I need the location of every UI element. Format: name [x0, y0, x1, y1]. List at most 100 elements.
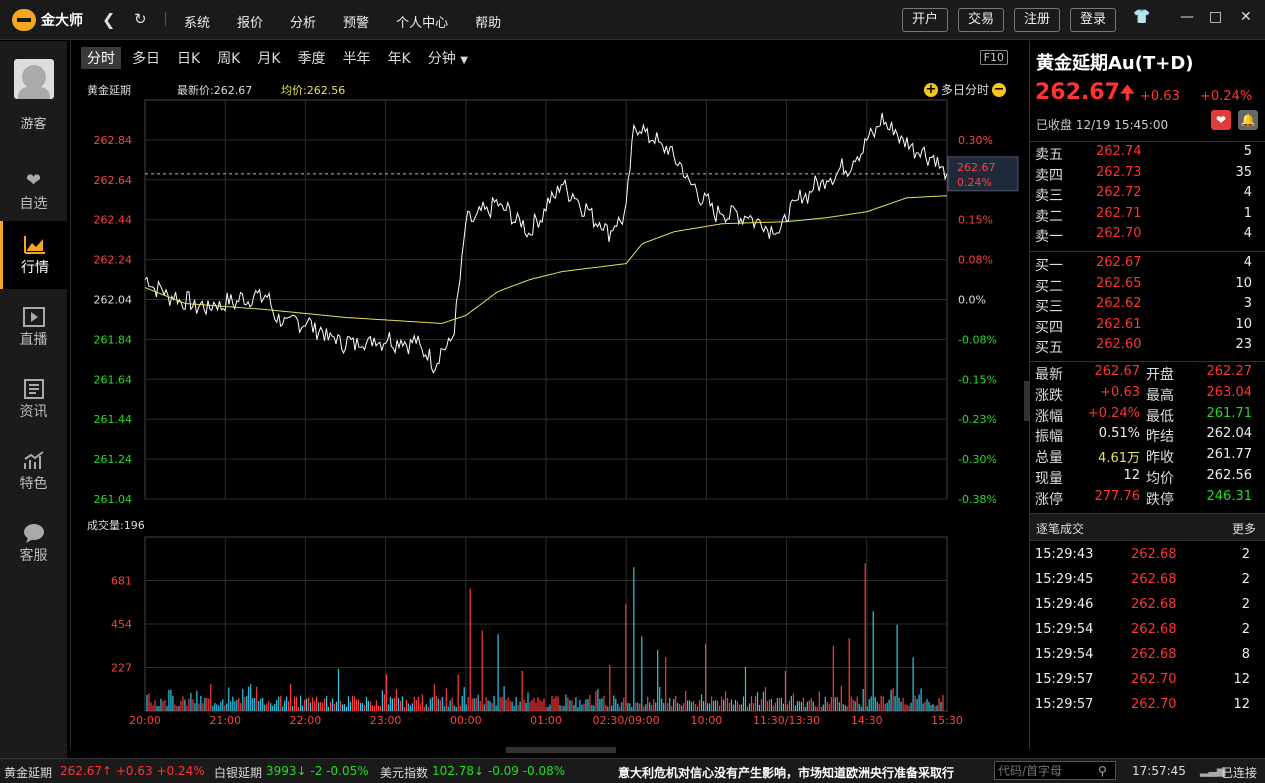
orderbook-volume: 10: [1235, 275, 1252, 291]
orderbook-row[interactable]: 买五 262.60 23: [1030, 337, 1265, 358]
title-bar: 金大师 ❮ ↻ 系统 报价 分析 预警 个人中心 帮助 开户 交易 注册 登录 …: [0, 0, 1265, 40]
collapse-handle[interactable]: [1024, 381, 1030, 421]
time-tick-label: 10:00: [691, 714, 723, 727]
search-input[interactable]: [994, 761, 1116, 780]
price-tick-label: 261.44: [94, 413, 133, 426]
time-tick-label: 22:00: [290, 714, 322, 727]
stat-value: 263.04: [1206, 384, 1253, 400]
stat-value: 262.27: [1206, 364, 1253, 379]
orderbook-price: 262.61: [1096, 316, 1142, 332]
news-ticker[interactable]: 意大利危机对信心没有产生影响，市场知道欧洲央行准备采取行: [618, 766, 955, 780]
panel-resize-handle[interactable]: [506, 747, 616, 753]
orderbook-row[interactable]: 买三 262.62 3: [1030, 296, 1265, 317]
tab-multi-day[interactable]: 多日: [132, 51, 160, 67]
register-button[interactable]: 注册: [1014, 8, 1060, 32]
quote-change-pct: +0.24%: [1200, 89, 1253, 104]
orderbook-row[interactable]: 卖二 262.71 1: [1030, 206, 1265, 227]
tab-minute[interactable]: 分钟 ▼: [422, 47, 474, 69]
orderbook-row[interactable]: 买一 262.67 4: [1030, 255, 1265, 276]
time-tick-label: 01:00: [530, 714, 562, 727]
open-account-button[interactable]: 开户: [902, 8, 948, 32]
sidebar-item-watchlist[interactable]: ❤ 自选: [19, 170, 48, 213]
pct-tick-label: 0.08%: [958, 254, 993, 267]
menu-quotes[interactable]: 报价: [237, 16, 264, 31]
refresh-icon[interactable]: ↻: [134, 10, 147, 28]
orderbook-price: 262.73: [1096, 164, 1142, 180]
favorite-icon[interactable]: ❤: [1211, 110, 1231, 130]
sidebar-item-news[interactable]: 资讯: [0, 365, 67, 433]
menu-analysis[interactable]: 分析: [290, 16, 317, 31]
chart-panel: 分时 多日 日K 周K 月K 季度 半年 年K 分钟 ▼ F10 黄金延期 最新…: [70, 41, 1027, 753]
ticker-silver-name[interactable]: 白银延期: [214, 766, 263, 780]
orderbook-price: 262.60: [1096, 337, 1142, 352]
volume-tick-label: 454: [111, 618, 132, 631]
trade-volume: 2: [1241, 622, 1250, 637]
sidebar-item-market[interactable]: 行情: [0, 221, 67, 289]
maximize-icon[interactable]: □: [1209, 9, 1223, 25]
price-tick-label: 262.24: [94, 254, 133, 267]
login-button[interactable]: 登录: [1070, 8, 1116, 32]
trade-time: 15:29:54: [1035, 647, 1094, 662]
f10-button[interactable]: F10: [979, 50, 1008, 65]
orderbook-row[interactable]: 卖五 262.74 5: [1030, 144, 1265, 165]
sidebar-item-live[interactable]: 直播: [0, 293, 67, 361]
orderbook-row[interactable]: 卖一 262.70 4: [1030, 226, 1265, 247]
stat-label: 涨停: [1035, 491, 1063, 508]
ticker-usd-name[interactable]: 美元指数: [380, 766, 429, 780]
search-icon[interactable]: ⚲: [1098, 764, 1107, 778]
minus-icon[interactable]: −: [992, 81, 1006, 97]
trade-price: 262.68: [1131, 597, 1177, 612]
avatar[interactable]: [14, 59, 54, 99]
time-tick-label: 23:00: [370, 714, 402, 727]
orderbook-price: 262.70: [1096, 226, 1142, 241]
time-tick-label: 14:30: [851, 714, 883, 727]
minimize-icon[interactable]: —: [1180, 9, 1194, 25]
quote-panel: 黄金延期Au(T+D) 262.67🠉 +0.63 +0.24% 已收盘 12/…: [1024, 41, 1265, 749]
orderbook-row[interactable]: 买二 262.65 10: [1030, 276, 1265, 297]
time-tick-label: 11:30/13:30: [753, 714, 820, 727]
tab-intraday[interactable]: 分时: [81, 47, 121, 69]
stat-label: 现量: [1035, 470, 1063, 487]
orderbook-row[interactable]: 卖四 262.73 35: [1030, 165, 1265, 186]
plus-icon[interactable]: +: [923, 81, 938, 97]
close-icon[interactable]: ✕: [1240, 9, 1252, 25]
menu-alerts[interactable]: 预警: [343, 16, 370, 31]
tab-weekly-k[interactable]: 周K: [217, 51, 241, 67]
trade-row: 15:29:43 262.68 2: [1030, 543, 1265, 568]
multi-day-label: 多日分时: [940, 83, 989, 97]
stat-row: 涨跌 +0.63 最高 263.04: [1030, 385, 1265, 406]
orderbook-level: 卖一: [1035, 229, 1063, 245]
alert-bell-icon[interactable]: 🔔: [1238, 110, 1258, 130]
bid-book: 买一 262.67 4 买二 262.65 10 买三 262.62 3 买四 262.61 10 买五…: [1030, 255, 1265, 358]
sidebar-item-service[interactable]: 客服: [0, 509, 67, 577]
trade-button[interactable]: 交易: [958, 8, 1004, 32]
chat-icon: [23, 523, 45, 543]
stat-label: 最高: [1146, 387, 1174, 404]
ticker-gold-name[interactable]: 黄金延期: [4, 766, 53, 780]
price-line: [144, 112, 948, 374]
sidebar-item-featured[interactable]: 特色: [0, 437, 67, 505]
orderbook-level: 卖五: [1035, 147, 1063, 163]
menu-system[interactable]: 系统: [184, 16, 211, 31]
tab-daily-k[interactable]: 日K: [177, 51, 201, 67]
price-tick-label: 262.64: [94, 174, 133, 187]
menu-help[interactable]: 帮助: [475, 16, 502, 31]
trades-more-link[interactable]: 更多: [1231, 522, 1256, 536]
skin-icon[interactable]: 👕: [1133, 9, 1151, 25]
tab-half-year[interactable]: 半年: [342, 51, 371, 67]
orderbook-price: 262.71: [1096, 205, 1142, 221]
back-icon[interactable]: ❮: [102, 10, 116, 29]
orderbook-volume: 5: [1243, 144, 1252, 159]
tab-yearly-k[interactable]: 年K: [387, 51, 411, 67]
intraday-chart[interactable]: 262.840.30%262.640.23%262.440.15%262.240…: [71, 41, 1027, 741]
ticker-silver-value: 3993↓ -2 -0.05%: [266, 764, 369, 778]
time-tick-label: 21:00: [209, 714, 241, 727]
orderbook-row[interactable]: 买四 262.61 10: [1030, 317, 1265, 338]
trade-price: 262.68: [1131, 572, 1177, 587]
chevron-down-icon: ▼: [460, 55, 468, 66]
menu-personal[interactable]: 个人中心: [396, 16, 449, 31]
tab-quarter[interactable]: 季度: [297, 51, 326, 67]
tab-monthly-k[interactable]: 月K: [257, 51, 281, 67]
orderbook-row[interactable]: 卖三 262.72 4: [1030, 185, 1265, 206]
latest-price-label: 最新价:262.67: [177, 84, 253, 97]
